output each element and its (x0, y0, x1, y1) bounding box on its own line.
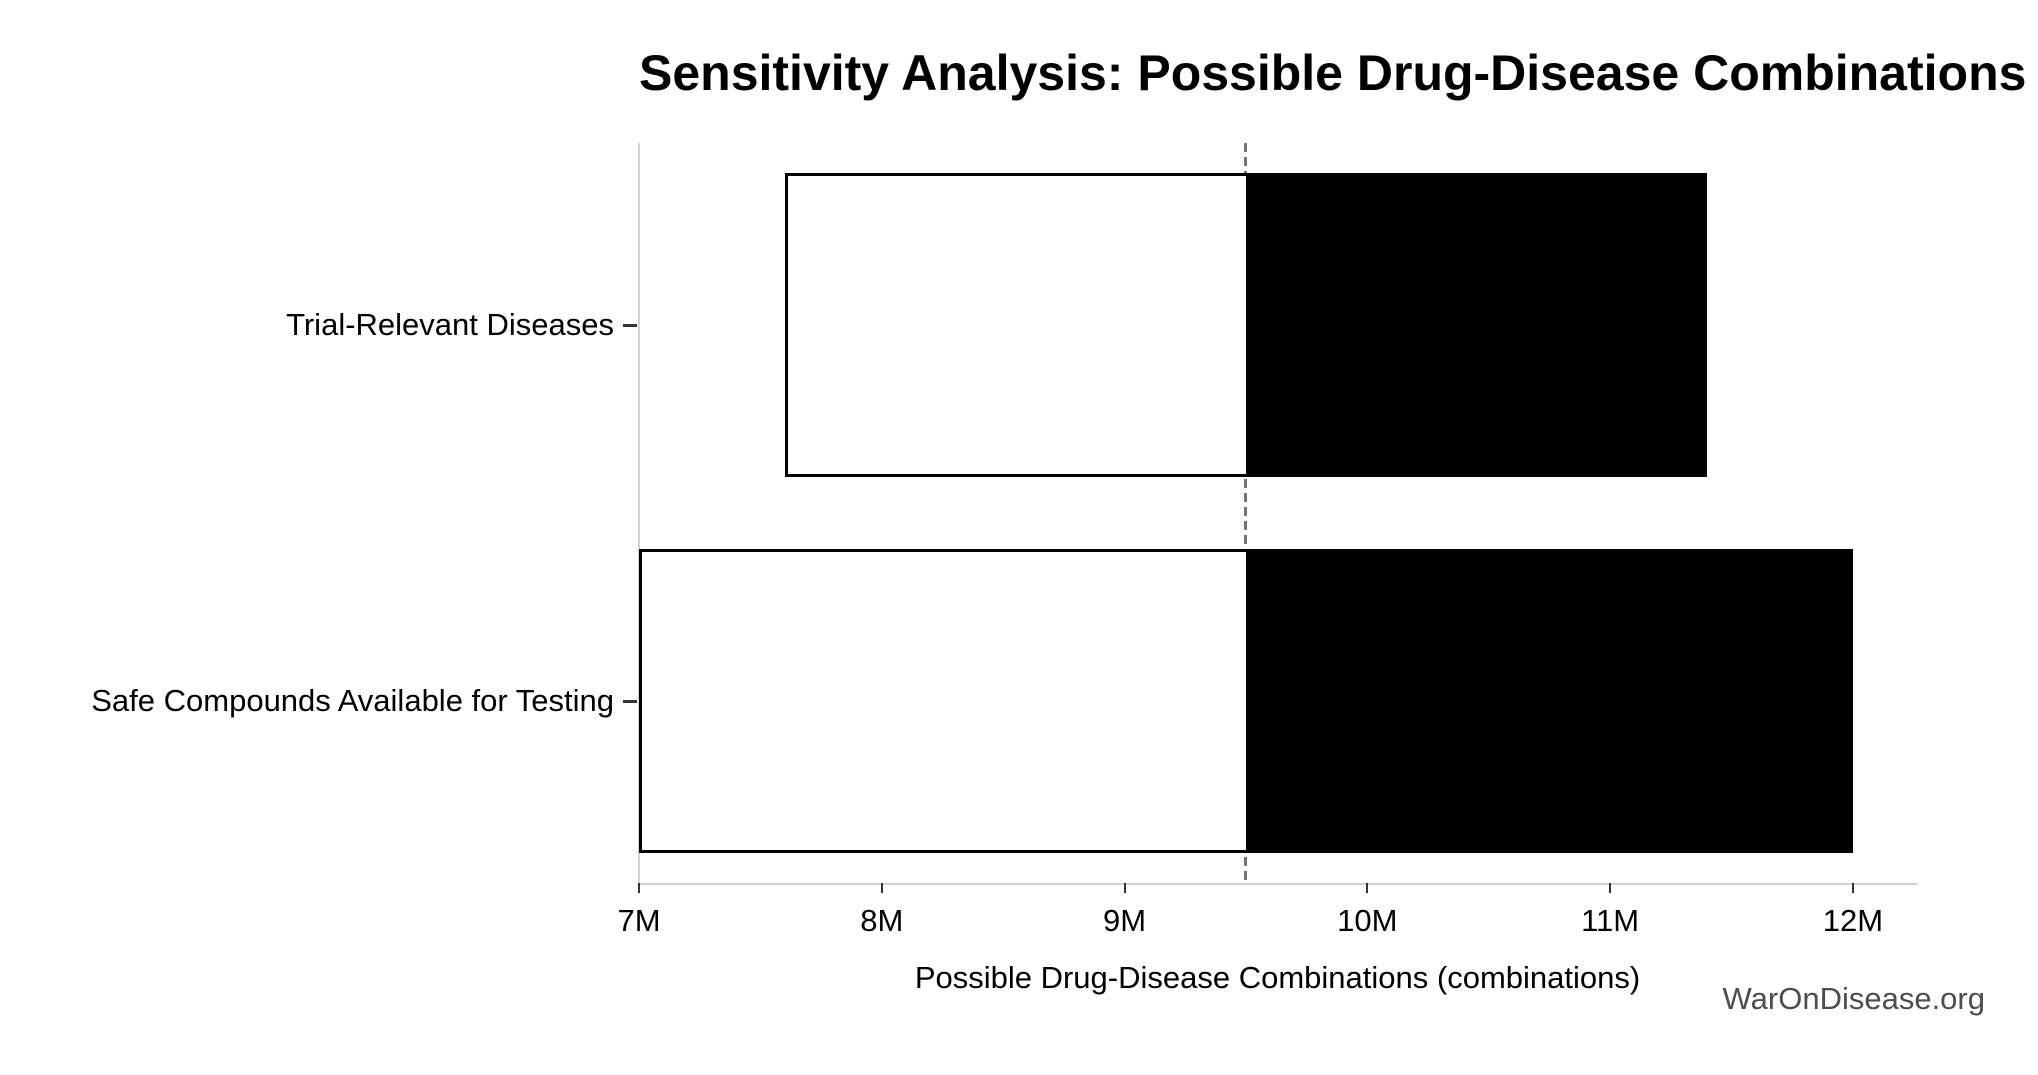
x-tick-label: 10M (1337, 903, 1398, 938)
x-tick-mark (1123, 883, 1126, 893)
bar-high-segment (1245, 552, 1850, 850)
x-tick-label: 12M (1822, 903, 1884, 938)
chart-title: Sensitivity Analysis: Possible Drug-Dise… (639, 45, 2027, 101)
y-tick-mark (623, 699, 637, 703)
bar-trial-relevant-diseases (784, 173, 1708, 477)
x-axis-title: Possible Drug-Disease Combinations (comb… (914, 960, 1641, 995)
bar-safe-compounds-available-for-testing (639, 549, 1853, 853)
x-tick-mark (638, 883, 640, 893)
x-tick-label: 8M (860, 903, 904, 938)
x-tick-mark (1851, 883, 1854, 893)
x-axis-spine (638, 883, 1917, 885)
x-tick-mark (1609, 883, 1612, 893)
plot-area: 7M 8M 9M 10M 11M 12M (617, 143, 1917, 938)
x-tick-label: 11M (1581, 903, 1640, 938)
x-tick-mark (880, 883, 883, 893)
y-tick-mark (623, 323, 637, 327)
x-tick-label: 7M (617, 903, 661, 938)
x-tick-label: 9M (1103, 903, 1147, 938)
baseline-dashed-line (1244, 143, 1248, 883)
watermark-text: WarOnDisease.org (1722, 981, 1985, 1016)
category-label-safe-compounds-available-for-testing: Safe Compounds Available for Testing (91, 683, 614, 718)
category-label-trial-relevant-diseases: Trial-Relevant Diseases (286, 307, 614, 342)
x-tick-mark (1366, 883, 1369, 893)
bar-high-segment (1245, 176, 1705, 474)
y-axis-spine (638, 143, 640, 883)
